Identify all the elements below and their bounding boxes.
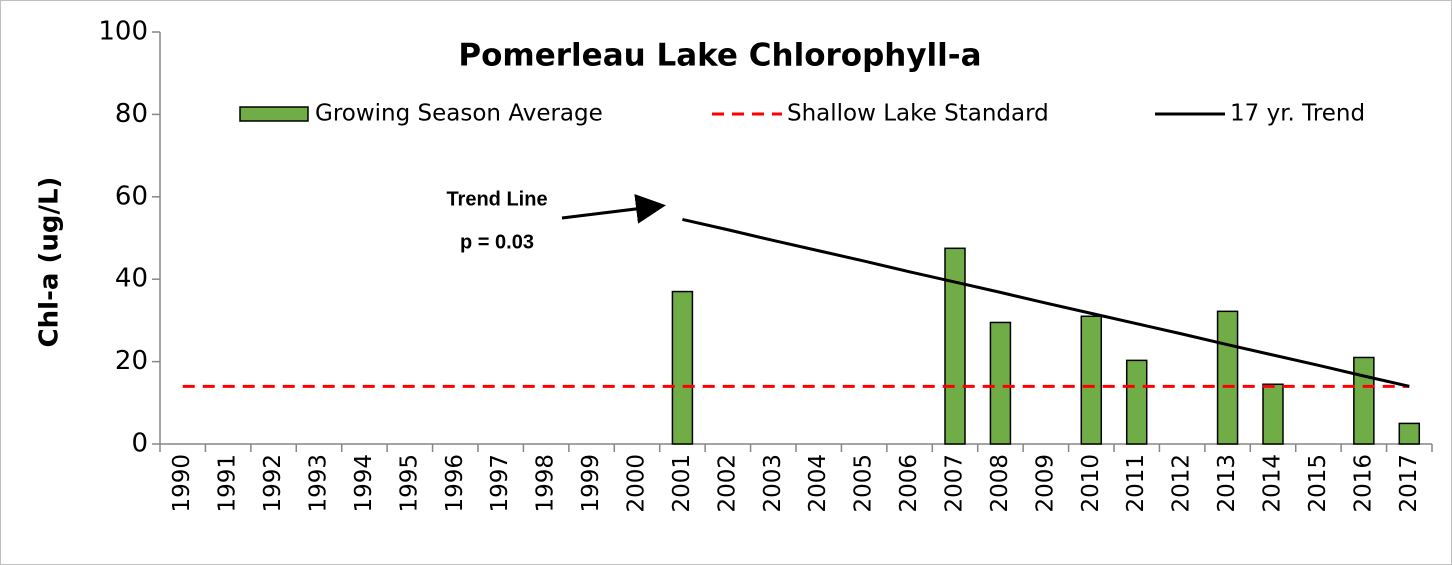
x-tick-label: 2000	[624, 454, 650, 513]
x-tick-label: 1996	[442, 454, 468, 513]
x-tick-label: 1993	[306, 454, 332, 513]
x-tick-label: 2012	[1169, 454, 1195, 513]
y-tick-label: 100	[98, 17, 148, 47]
x-tick-label: 1998	[533, 454, 559, 513]
x-tick-label: 2004	[805, 454, 831, 513]
bar	[671, 290, 694, 445]
bar	[1398, 422, 1421, 445]
x-tick-label: 2013	[1214, 454, 1240, 513]
x-tick-label: 2005	[851, 454, 877, 513]
annotation: Trend Line	[446, 188, 547, 210]
y-tick-label: 60	[115, 181, 148, 211]
x-tick-label: 2015	[1305, 454, 1331, 513]
x-tick-label: 1991	[215, 454, 241, 513]
bar	[1353, 356, 1375, 445]
x-tick-label: 1997	[487, 454, 513, 513]
x-tick-label: 2010	[1078, 454, 1104, 513]
x-tick-label: 2007	[942, 454, 968, 513]
y-tick-label: 0	[131, 429, 148, 459]
y-axis-label: Chl-a (ug/L)	[35, 177, 65, 348]
y-tick-label: 20	[115, 346, 148, 376]
x-tick-label: 2009	[1032, 454, 1058, 513]
bar	[1125, 359, 1148, 445]
legend-swatch	[239, 106, 309, 122]
y-tick-label: 80	[115, 99, 148, 129]
x-tick-label: 2002	[714, 454, 740, 513]
bar	[1216, 310, 1239, 445]
x-tick-label: 2016	[1350, 454, 1376, 513]
x-tick-label: 1999	[578, 454, 604, 513]
x-tick-label: 2001	[669, 454, 695, 513]
annotation-arrow	[561, 194, 666, 224]
legend-label: 17 yr. Trend	[1230, 101, 1365, 127]
x-tick-label: 1992	[260, 454, 286, 513]
x-tick-label: 2008	[987, 454, 1013, 513]
chart-title: Pomerleau Lake Chlorophyll-a	[458, 38, 981, 74]
bar	[1080, 315, 1103, 445]
x-tick-label: 2006	[896, 454, 922, 513]
legend-label: Shallow Lake Standard	[787, 101, 1049, 127]
x-tick-label: 2003	[760, 454, 786, 513]
bar	[1262, 383, 1284, 445]
line	[682, 217, 1410, 388]
x-tick-label: 2011	[1123, 454, 1149, 513]
x-tick-label: 1995	[396, 454, 422, 513]
y-tick-label: 40	[115, 264, 148, 294]
x-tick-label: 1990	[169, 454, 195, 513]
bar	[989, 321, 1012, 445]
x-tick-label: 2014	[1260, 454, 1286, 513]
x-tick-label: 2017	[1396, 454, 1422, 513]
annotation: p = 0.03	[460, 231, 534, 253]
x-tick-label: 1994	[351, 454, 377, 513]
bar	[944, 247, 966, 445]
legend-label: Growing Season Average	[315, 101, 603, 127]
